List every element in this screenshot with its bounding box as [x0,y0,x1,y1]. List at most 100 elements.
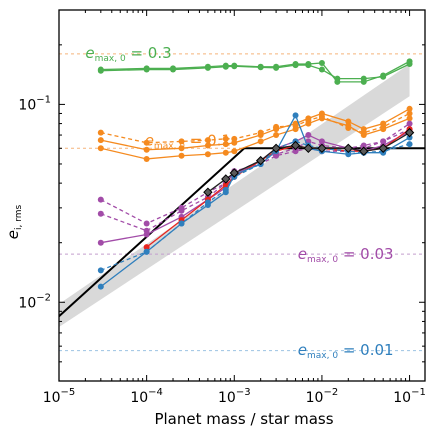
theory-line [59,147,425,317]
data-point [359,146,369,156]
data-point [334,75,341,82]
x-tick-label: 10−2 [306,387,339,406]
data-point [221,174,231,184]
data-point [343,143,354,154]
series-11 [203,127,415,197]
x-tick-label: 10−3 [218,387,251,406]
data-point [97,196,104,203]
data-point [143,220,150,227]
plot-frame [58,9,426,382]
data-point [143,146,150,153]
axes-layer: 10−5 10−4 10−3 10−2 10−1 10−2 10−1 [18,9,426,406]
data-point [318,138,325,145]
data-point [222,63,229,70]
data-point [143,244,150,251]
data-point [204,202,211,209]
data-point [257,129,264,136]
data-point [345,124,352,131]
data-point [257,138,264,145]
data-point [204,64,211,71]
reference-label-2: emax, 0 = 0.03 [298,245,394,265]
data-point [404,127,415,138]
theory-line-layer [59,147,425,317]
data-point [318,113,325,120]
data-point [97,129,104,136]
data-point [97,210,104,217]
data-point [203,187,213,197]
series-line-6 [100,128,410,232]
data-point [292,148,299,155]
data-point [292,112,299,119]
data-point [406,110,413,117]
data-point [257,64,264,71]
shaded-band [59,64,410,327]
data-point [292,62,299,69]
data-point [406,141,413,148]
y-tick-label: 10−1 [18,94,51,113]
series-1 [97,61,413,82]
data-point [178,145,185,152]
data-point [380,123,387,130]
data-point [97,67,104,74]
data-point [222,189,229,196]
data-point [222,141,229,148]
data-point [97,239,104,246]
data-point [290,140,301,151]
data-point [204,137,211,144]
data-point [406,120,413,127]
data-point [229,168,239,178]
data-point [303,143,314,154]
data-point [360,75,367,82]
data-point [378,143,388,154]
data-point [305,132,312,139]
data-point [380,73,387,80]
data-point [305,117,312,124]
data-point [345,151,352,158]
data-point [273,152,280,159]
x-tick-label: 10−1 [393,387,426,406]
data-point [143,248,150,255]
data-point [273,64,280,71]
data-point [292,122,299,129]
data-point [178,207,185,214]
data-point [143,231,150,238]
data-point [406,134,413,141]
series-layer [97,58,415,290]
data-point [97,137,104,144]
x-tick-label: 10−5 [43,387,76,406]
reference-label-3: emax, 0 = 0.01 [298,341,394,361]
data-point [178,138,185,145]
data-point [143,155,150,162]
reference-label-1: emax, 0 = 0.1 [145,131,231,151]
data-point [97,267,104,274]
x-tick-label: 10−4 [130,387,163,406]
data-point [271,143,281,154]
shaded-band-layer [59,64,410,327]
data-point [406,61,413,68]
data-point [273,123,280,130]
data-point [178,220,185,227]
data-point [231,148,238,155]
data-point [406,115,413,122]
data-point [318,66,325,73]
data-point [204,142,211,149]
data-point [222,149,229,156]
data-point [178,152,185,159]
data-point [345,118,352,125]
data-point [231,135,238,142]
data-point [97,145,104,152]
reference-label-0: emax, 0 = 0.3 [85,44,171,64]
data-point [318,59,325,66]
data-point [143,139,150,146]
data-point [222,135,229,142]
y-tick-label: 10−2 [18,292,51,311]
data-point [97,283,104,290]
data-point [305,62,312,69]
reference-labels-layer: emax, 0 = 0.3 emax, 0 = 0.1 emax, 0 = 0.03… [85,44,393,361]
series-4 [97,110,413,146]
data-point [222,182,229,189]
data-point [170,66,177,73]
series-line-9 [100,140,410,271]
data-point [273,132,280,139]
